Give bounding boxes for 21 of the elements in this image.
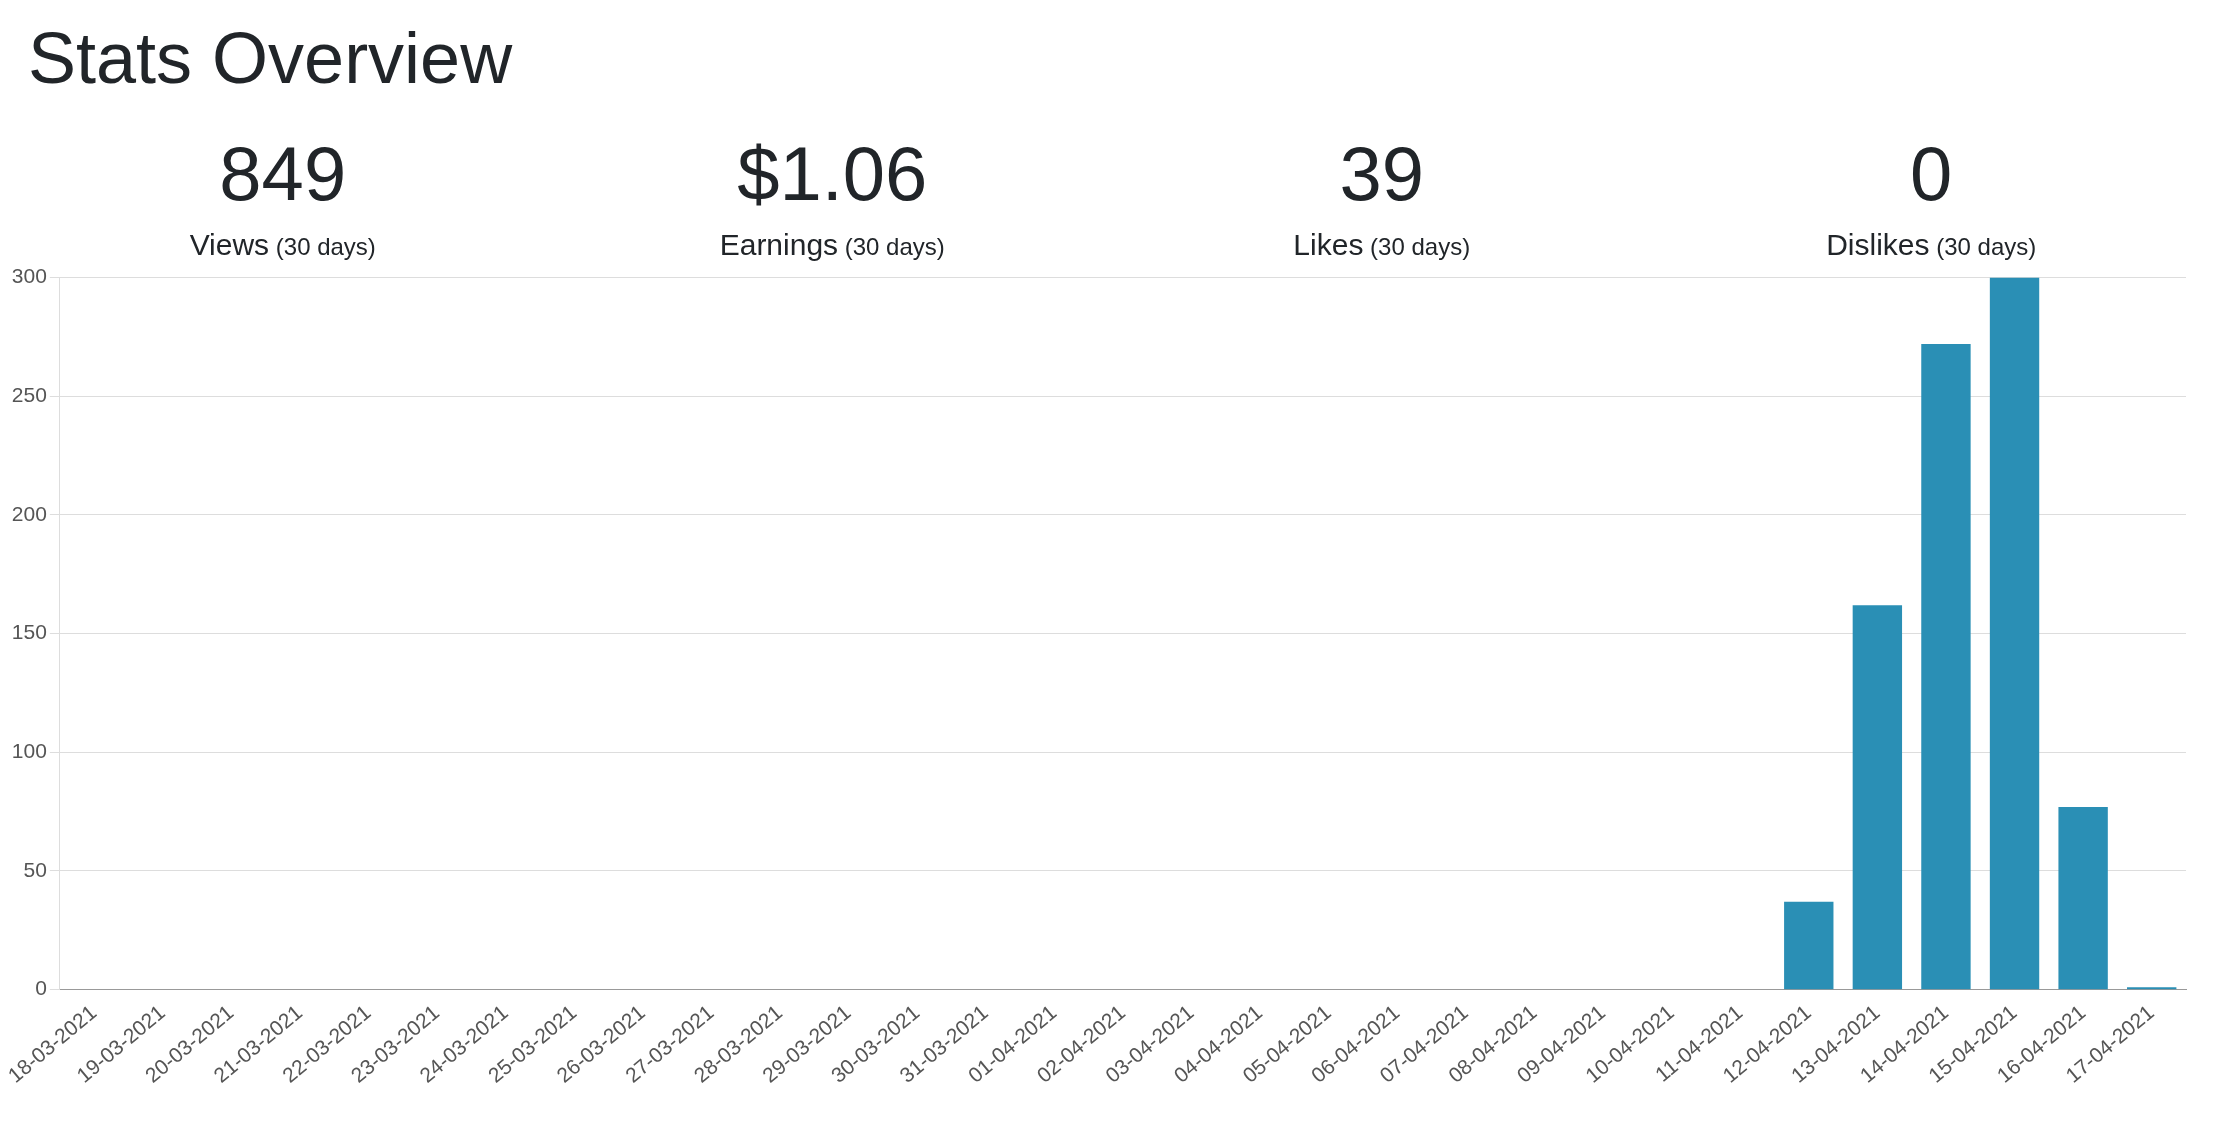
y-tick-label: 200 bbox=[11, 501, 47, 525]
text: Views (30 days) bbox=[188, 228, 377, 262]
bar bbox=[1989, 277, 2040, 990]
text: Stats Overview bbox=[28, 17, 514, 100]
text: Earnings (30 days) bbox=[718, 228, 946, 262]
bar bbox=[1852, 605, 1903, 990]
y-tick-label: 150 bbox=[11, 620, 47, 644]
text: 39 bbox=[1338, 130, 1425, 218]
text: 0 bbox=[1909, 130, 1954, 218]
bar bbox=[1784, 901, 1834, 990]
y-tick-label: 300 bbox=[11, 264, 47, 288]
bar bbox=[2058, 806, 2108, 990]
y-tick-label: 100 bbox=[11, 739, 47, 763]
text: Likes (30 days) bbox=[1292, 228, 1472, 262]
text: Dislikes (30 days) bbox=[1825, 228, 2038, 262]
y-tick-label: 250 bbox=[11, 383, 47, 407]
text: 849 bbox=[218, 130, 348, 218]
y-tick-label: 0 bbox=[35, 976, 47, 1000]
bar bbox=[1921, 344, 1971, 990]
y-tick-label: 50 bbox=[23, 857, 47, 881]
text: $1.06 bbox=[736, 130, 929, 218]
